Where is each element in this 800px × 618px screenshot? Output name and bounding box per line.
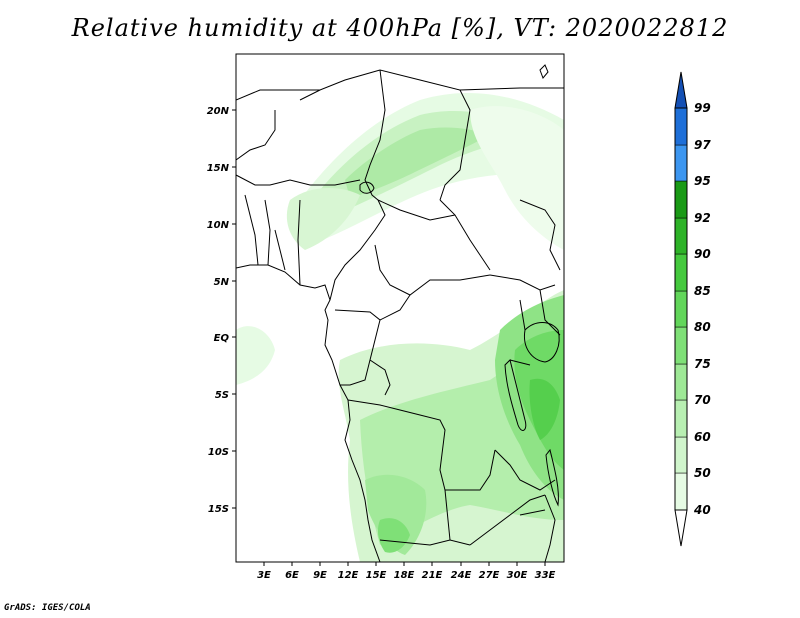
border-car-a	[439, 199, 491, 271]
border-zambia-zimbabwe	[469, 494, 546, 546]
country-borders	[236, 64, 564, 562]
red-sea-island	[539, 64, 549, 79]
border-west-e	[297, 199, 301, 286]
lon-tick-label: 21E	[422, 570, 443, 581]
map-frame	[235, 53, 565, 563]
colorbar-label: 95	[694, 174, 711, 188]
lon-axis: 3E 6E 9E 12E 15E 18E 21E 24E 27E 30E 33E	[257, 562, 556, 581]
colorbar-label: 40	[693, 503, 711, 517]
border-east-a	[489, 274, 556, 291]
colorbar-segment	[674, 326, 688, 365]
border-west-c	[264, 199, 271, 266]
colorbar-label: 92	[694, 211, 711, 225]
lat-tick-label: 5N	[214, 277, 230, 288]
lake-kariba	[519, 509, 546, 516]
lon-tick-label: 18E	[394, 570, 415, 581]
lat-axis: 20N 15N 10N 5N EQ 5S 10S 15S	[207, 106, 236, 515]
border-north-e	[459, 87, 564, 91]
map-title: Relative humidity at 400hPa [%], VT: 202…	[71, 14, 729, 42]
lon-tick-label: 3E	[257, 570, 271, 581]
border-angola-south	[379, 539, 471, 546]
humidity-shading	[236, 92, 564, 562]
colorbar-label: 90	[694, 247, 711, 261]
colorbar-label: 60	[694, 430, 711, 444]
humidity-region-lake-tanganyika	[529, 378, 560, 440]
lat-tick-label: 15S	[208, 504, 229, 515]
border-north-a	[236, 69, 381, 101]
coastline-west	[236, 264, 381, 562]
border-drc-congo	[379, 294, 411, 321]
colorbar-segment	[674, 107, 688, 146]
colorbar-segment	[674, 399, 688, 438]
lat-tick-label: 20N	[207, 106, 230, 117]
border-uganda	[519, 299, 526, 331]
colorbar-segment	[674, 363, 688, 401]
border-north-b	[299, 89, 321, 101]
border-east-b	[519, 199, 561, 271]
colorbar-segment	[674, 290, 688, 328]
humidity-region-angola	[365, 474, 427, 555]
border-zambia-east	[494, 449, 556, 491]
border-angola-zambia	[444, 489, 451, 541]
border-chad-south	[377, 199, 456, 221]
lake-tanganyika	[504, 359, 527, 431]
lon-tick-label: 15E	[366, 570, 387, 581]
humidity-band-north-inner	[345, 127, 490, 198]
border-west-d	[274, 229, 286, 271]
colorbar-segment	[674, 436, 688, 474]
colorbar-label: 50	[694, 466, 711, 480]
lon-tick-label: 27E	[479, 570, 500, 581]
lon-tick-label: 33E	[535, 570, 556, 581]
lat-tick-label: EQ	[214, 333, 230, 344]
border-rwanda	[509, 359, 531, 366]
lat-tick-label: 10S	[208, 447, 229, 458]
colorbar-label: 85	[694, 284, 711, 298]
border-west-b	[244, 194, 259, 266]
colorbar: 40 50 60 70 75 80 85 90 92 95 97 99	[674, 71, 711, 547]
colorbar-label: 97	[694, 138, 711, 152]
border-west-a	[236, 174, 361, 186]
humidity-patch-northeast	[470, 106, 564, 250]
colorbar-label: 75	[694, 357, 711, 371]
lon-tick-label: 12E	[338, 570, 359, 581]
lake-chad	[359, 181, 375, 194]
lat-tick-label: 10N	[207, 220, 230, 231]
border-car-b	[374, 244, 491, 296]
lake-malawi	[545, 448, 559, 507]
colorbar-segment	[674, 180, 688, 219]
colorbar-label: 99	[694, 101, 711, 115]
colorbar-label: 80	[694, 320, 711, 334]
border-mozambique	[544, 494, 556, 562]
lon-tick-label: 9E	[313, 570, 327, 581]
border-nigeria-cameroon	[329, 199, 386, 301]
lat-tick-label: 5S	[215, 390, 229, 401]
colorbar-segment	[674, 509, 688, 547]
border-north-c	[364, 69, 386, 201]
border-north-f	[236, 110, 276, 161]
grads-credit: GrADS: IGES/COLA	[4, 603, 91, 613]
humidity-patch-coast	[236, 326, 275, 385]
lon-tick-label: 24E	[451, 570, 472, 581]
lon-tick-label: 6E	[285, 570, 299, 581]
lat-tick-label: 15N	[207, 163, 230, 174]
border-tanzania	[539, 289, 561, 336]
colorbar-segment	[674, 472, 688, 511]
humidity-region-angola-core	[377, 518, 410, 553]
border-gabon-congo	[334, 309, 381, 386]
colorbar-segment	[674, 144, 688, 182]
border-drc-angola-a	[347, 399, 496, 491]
humidity-patch-west	[286, 188, 360, 250]
colorbar-segment	[674, 217, 688, 255]
border-north-d	[379, 69, 471, 201]
colorbar-segment	[674, 71, 688, 109]
colorbar-label: 70	[694, 393, 711, 407]
colorbar-segment	[674, 253, 688, 292]
lake-victoria	[523, 322, 560, 363]
lon-tick-label: 30E	[507, 570, 528, 581]
border-drc-angola-b	[369, 359, 391, 396]
